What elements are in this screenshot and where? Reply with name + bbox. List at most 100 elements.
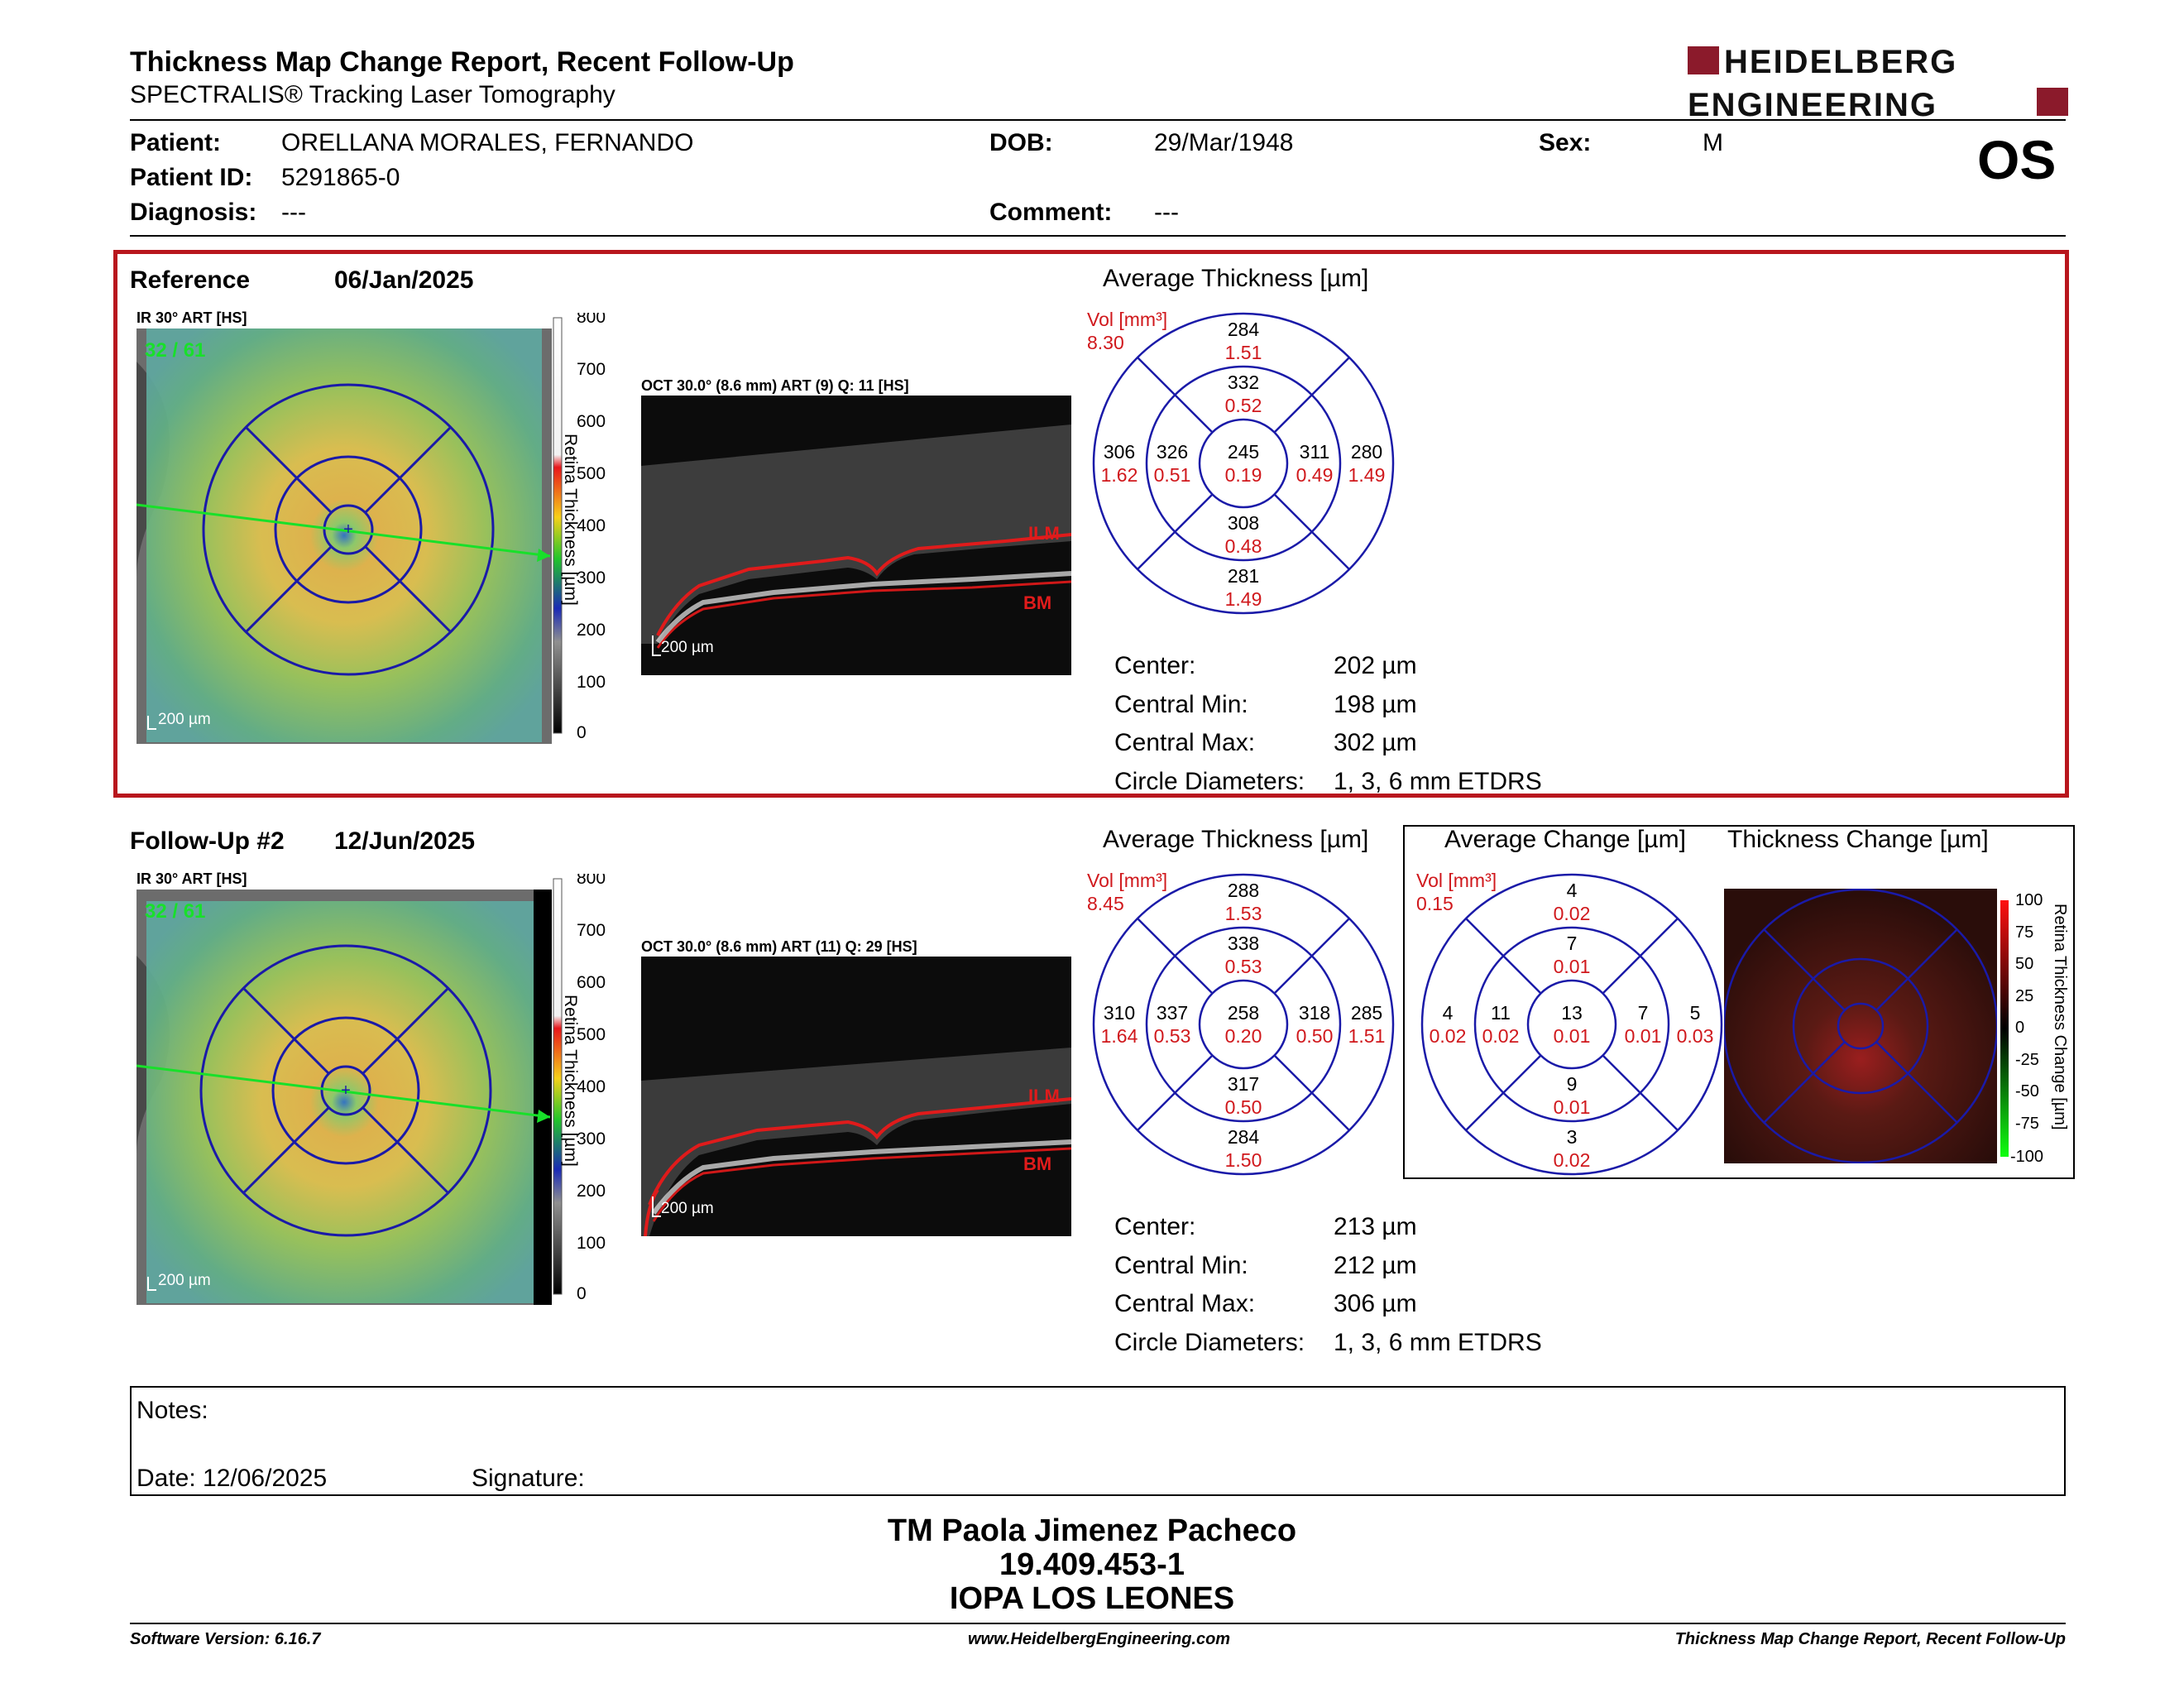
followup-etdrs-grid: 288 1.53 338 0.53 310 1.64 337 0.53 258 … (1092, 873, 1395, 1176)
grid-center: 258 (1228, 1002, 1259, 1024)
grid-outer-temporal-vol: 1.62 (1101, 464, 1138, 486)
colorbar-tick: 300 (577, 1129, 606, 1149)
change-colorbar-tick: -25 (2015, 1051, 2039, 1069)
change-colorbar-tick: 100 (2015, 891, 2043, 909)
grid-inner-nasal: 318 (1299, 1002, 1330, 1024)
patient-id-value: 5291865-0 (281, 164, 400, 191)
change-colorbar-tick: 0 (2015, 1019, 2024, 1037)
grid-outer-inferior-vol: 1.50 (1225, 1149, 1262, 1171)
grid-center: 245 (1228, 441, 1259, 463)
grid-inner-nasal-vol: 0.01 (1625, 1025, 1662, 1047)
change-vol-block: Vol [mm³] 0.15 (1416, 869, 1497, 915)
change-vol-total: 0.15 (1416, 893, 1454, 914)
grid-outer-temporal-vol: 0.02 (1430, 1025, 1467, 1047)
reference-thickness-map[interactable]: + 32 / 61 200 µm (136, 328, 552, 744)
followup-oct-scale: 200 µm (661, 1200, 714, 1217)
change-etdrs-grid: 4 0.02 7 0.01 4 0.02 11 0.02 13 0.01 7 0… (1420, 873, 1723, 1176)
followup-thickness-map[interactable]: + 32 / 61 200 µm (136, 890, 552, 1305)
grid-outer-superior-vol: 0.02 (1554, 903, 1591, 924)
followup-oct-label: OCT 30.0° (8.6 mm) ART (11) Q: 29 [HS] (641, 938, 917, 955)
stat-label: Central Min: (1114, 1251, 1248, 1279)
reference-oct-scale: 200 µm (661, 639, 714, 656)
colorbar-tick: 100 (577, 1234, 606, 1253)
footer-divider (130, 1623, 2066, 1624)
svg-text:+: + (343, 520, 353, 539)
grid-outer-inferior-vol: 1.49 (1225, 588, 1262, 610)
logo-text-bottom: ENGINEERING (1688, 87, 1937, 122)
grid-outer-superior-vol: 1.53 (1225, 903, 1262, 924)
grid-inner-temporal: 337 (1157, 1002, 1188, 1024)
stat-value: 306 µm (1334, 1290, 1417, 1317)
stat-label: Central Max: (1114, 1290, 1256, 1317)
grid-inner-temporal-vol: 0.51 (1154, 464, 1191, 486)
signer-name: TM Paola Jimenez Pacheco (887, 1513, 1297, 1548)
reference-colorbar: 800 700 600 500 400 300 200 100 0 Retina… (553, 313, 606, 742)
stat-value: 212 µm (1334, 1251, 1417, 1279)
colorbar-tick: 500 (577, 464, 606, 483)
colorbar-tick: 0 (577, 723, 587, 742)
reference-bm-label: BM (1023, 592, 1051, 613)
comment-value: --- (1154, 199, 1179, 226)
colorbar-tick: 600 (577, 973, 606, 992)
followup-bm-label: BM (1023, 1153, 1051, 1174)
notes-box[interactable] (130, 1386, 2066, 1496)
colorbar-tick: 300 (577, 568, 606, 587)
grid-outer-nasal: 5 (1690, 1002, 1701, 1024)
grid-inner-inferior: 308 (1228, 512, 1259, 534)
stat-label: Circle Diameters: (1114, 1328, 1305, 1356)
grid-outer-inferior-vol: 0.02 (1554, 1149, 1591, 1171)
followup-vol-block: Vol [mm³] 8.45 (1087, 869, 1167, 915)
thickness-change-map[interactable] (1724, 889, 1997, 1163)
followup-ir-label: IR 30° ART [HS] (136, 870, 247, 887)
patient-divider (130, 235, 2066, 237)
followup-oct-bscan[interactable]: ILM BM 200 µm (641, 957, 1071, 1236)
stat-label: Circle Diameters: (1114, 767, 1305, 795)
colorbar-tick: 400 (577, 516, 606, 535)
change-colorbar-title: Retina Thickness Change [µm] (2051, 904, 2069, 1130)
footer-report-name: Thickness Map Change Report, Recent Foll… (1674, 1630, 2066, 1648)
reference-frame-count: 32 / 61 (145, 339, 205, 362)
grid-outer-nasal: 285 (1351, 1002, 1382, 1024)
stat-label: Center: (1114, 652, 1196, 679)
reference-label: Reference (130, 266, 251, 294)
colorbar-tick: 0 (577, 1284, 587, 1303)
colorbar-tick: 100 (577, 673, 606, 692)
change-colorbar-tick: -75 (2015, 1115, 2039, 1133)
grid-inner-superior: 7 (1567, 933, 1578, 954)
reference-etdrs-grid: 284 1.51 332 0.52 306 1.62 326 0.51 245 … (1092, 312, 1395, 615)
colorbar-tick: 700 (577, 921, 606, 940)
grid-outer-nasal-vol: 0.03 (1677, 1025, 1714, 1047)
grid-outer-temporal-vol: 1.64 (1101, 1025, 1138, 1047)
grid-inner-nasal-vol: 0.50 (1296, 1025, 1334, 1047)
footer-website[interactable]: www.HeidelbergEngineering.com (968, 1630, 1231, 1648)
change-colorbar-tick: -100 (2010, 1148, 2043, 1166)
grid-outer-superior: 284 (1228, 319, 1260, 340)
followup-stats: Center: 213 µm Central Min: 212 µm Central… (1114, 1210, 1542, 1364)
logo-text-top: HEIDELBERG (1724, 44, 1957, 80)
change-colorbar-tick: 25 (2015, 987, 2033, 1005)
followup-scale-bar: 200 µm (158, 1272, 211, 1289)
stat-value: 1, 3, 6 mm ETDRS (1334, 1328, 1542, 1356)
grid-outer-superior: 288 (1228, 880, 1259, 901)
colorbar-title: Retina Thickness [µm] (561, 434, 580, 606)
grid-inner-inferior-vol: 0.50 (1225, 1096, 1262, 1118)
grid-inner-nasal: 7 (1638, 1002, 1649, 1024)
grid-center-vol: 0.19 (1225, 464, 1262, 486)
change-map-title: Thickness Change [µm] (1727, 826, 1989, 853)
stat-value: 302 µm (1334, 729, 1417, 756)
grid-inner-superior: 338 (1228, 933, 1259, 954)
stat-value: 198 µm (1334, 690, 1417, 718)
colorbar-tick: 700 (577, 360, 606, 379)
grid-inner-inferior-vol: 0.48 (1225, 535, 1262, 557)
grid-inner-superior-vol: 0.53 (1225, 956, 1262, 977)
change-panel (1403, 825, 2075, 1179)
patient-id-label: Patient ID: (130, 164, 253, 191)
reference-oct-bscan[interactable]: ILM BM 200 µm (641, 396, 1071, 675)
comment-label: Comment: (989, 199, 1113, 226)
reference-scale-bar: 200 µm (158, 711, 211, 728)
grid-outer-superior-vol: 1.51 (1225, 342, 1262, 363)
reference-oct-label: OCT 30.0° (8.6 mm) ART (9) Q: 11 [HS] (641, 377, 909, 394)
reference-vol-label: Vol [mm³] (1087, 309, 1168, 330)
change-colorbar-tick: 50 (2015, 955, 2033, 973)
stat-label: Central Max: (1114, 729, 1256, 756)
